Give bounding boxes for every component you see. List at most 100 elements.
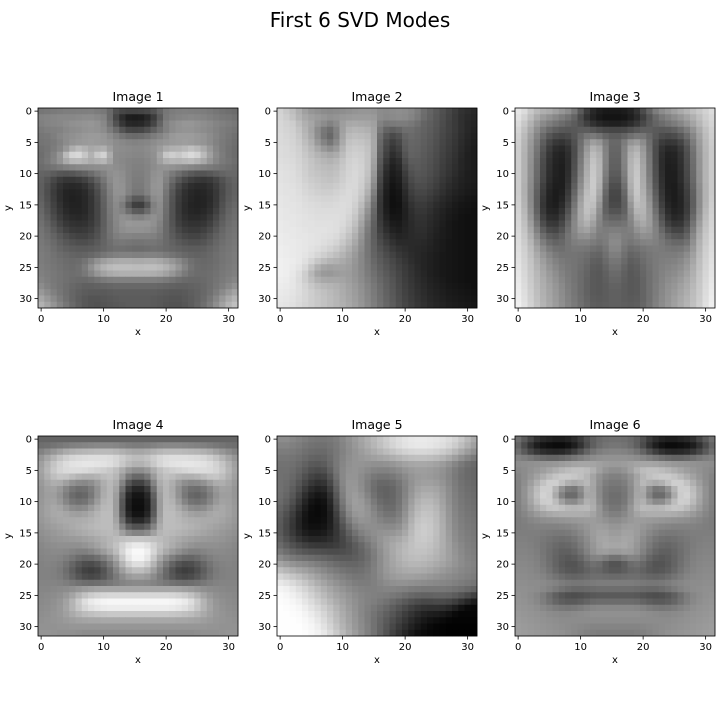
heatmap-cell: [56, 592, 64, 599]
heatmap-cell: [327, 139, 334, 146]
heatmap-cell: [370, 542, 378, 549]
heatmap-cell: [414, 258, 422, 265]
heatmap-cell: [402, 511, 409, 518]
heatmap-cell: [163, 176, 170, 184]
heatmap-cell: [590, 214, 597, 221]
heatmap-cell: [100, 548, 108, 556]
heatmap-cell: [665, 214, 672, 221]
heatmap-cell: [69, 151, 76, 159]
heatmap-cell: [652, 245, 660, 253]
figure-title: First 6 SVD Modes: [269, 8, 451, 32]
heatmap-cell: [333, 523, 340, 531]
heatmap-cell: [44, 592, 51, 599]
heatmap-cell: [439, 479, 447, 487]
heatmap-cell: [69, 195, 76, 203]
heatmap-cell: [464, 114, 472, 121]
heatmap-cell: [302, 151, 309, 159]
heatmap-cell: [464, 542, 472, 549]
heatmap-cell: [113, 176, 120, 184]
heatmap-cell: [464, 461, 472, 468]
heatmap-cell: [452, 436, 459, 443]
heatmap-cell: [44, 151, 51, 159]
heatmap-cell: [295, 183, 303, 190]
heatmap-cell: [56, 473, 64, 481]
heatmap-cell: [125, 573, 133, 581]
heatmap-cell: [63, 151, 70, 159]
heatmap-cell: [370, 548, 378, 556]
heatmap-cell: [302, 233, 309, 240]
heatmap-cell: [181, 120, 189, 128]
heatmap-cell: [408, 195, 415, 203]
heatmap-cell: [533, 114, 541, 121]
heatmap-cell: [314, 133, 322, 140]
heatmap-cell: [383, 295, 390, 303]
heatmap-cell: [181, 301, 189, 309]
heatmap-cell: [94, 473, 101, 481]
heatmap-cell: [302, 542, 309, 549]
heatmap-cell: [206, 492, 214, 499]
heatmap-cell: [696, 239, 703, 246]
heatmap-cell: [515, 258, 522, 265]
heatmap-cell: [138, 183, 145, 190]
heatmap-cell: [702, 264, 710, 271]
heatmap-cell: [181, 604, 189, 612]
heatmap-cell: [283, 195, 290, 203]
heatmap-cell: [150, 270, 158, 278]
heatmap-cell: [427, 567, 434, 574]
heatmap-cell: [206, 283, 214, 290]
heatmap-cell: [206, 133, 214, 140]
heatmap-cell: [577, 245, 585, 253]
heatmap-cell: [583, 139, 591, 146]
heatmap-cell: [277, 523, 284, 531]
heatmap-cell: [113, 598, 120, 606]
heatmap-cell: [308, 276, 315, 284]
subplot-title: Image 5: [351, 417, 403, 432]
heatmap-cell: [156, 270, 164, 278]
heatmap-cell: [683, 239, 691, 246]
heatmap-cell: [402, 226, 409, 234]
heatmap-cell: [389, 289, 397, 296]
heatmap-cell: [295, 170, 303, 178]
heatmap-cell: [627, 258, 635, 265]
heatmap-cell: [138, 270, 145, 278]
heatmap-cell: [138, 283, 145, 290]
heatmap-cell: [150, 158, 158, 165]
heatmap-cell: [364, 276, 372, 284]
heatmap-cell: [452, 283, 459, 290]
heatmap-cell: [131, 283, 139, 290]
heatmap-cell: [445, 289, 453, 296]
heatmap-cell: [94, 504, 101, 512]
heatmap-cell: [352, 548, 359, 556]
heatmap-cell: [320, 220, 328, 228]
heatmap-cell: [696, 270, 703, 278]
heatmap-cell: [106, 133, 114, 140]
heatmap-cell: [377, 133, 384, 140]
heatmap-cell: [63, 164, 70, 171]
heatmap-cell: [219, 598, 226, 606]
heatmap-cell: [464, 133, 472, 140]
heatmap-cell: [302, 245, 309, 253]
heatmap-cell: [219, 133, 226, 140]
heatmap-cell: [50, 436, 58, 443]
heatmap-cell: [464, 264, 472, 271]
heatmap-cell: [206, 504, 214, 512]
heatmap-cell: [56, 233, 64, 240]
heatmap-cell: [521, 158, 528, 165]
heatmap-cell: [219, 498, 226, 506]
heatmap-cell: [571, 283, 578, 290]
heatmap-cell: [583, 301, 591, 309]
heatmap-cell: [113, 448, 120, 456]
heatmap-cell: [63, 498, 70, 506]
heatmap-cell: [156, 486, 164, 493]
heatmap-cell: [383, 108, 390, 115]
heatmap-cell: [633, 189, 641, 196]
heatmap-cell: [100, 283, 108, 290]
heatmap-cell: [677, 233, 685, 240]
heatmap-cell: [44, 573, 51, 581]
heatmap-cell: [320, 529, 328, 537]
heatmap-cell: [558, 176, 566, 184]
heatmap-cell: [621, 183, 628, 190]
heatmap-cell: [452, 473, 459, 481]
heatmap-cell: [633, 208, 641, 215]
heatmap-cell: [320, 295, 328, 303]
